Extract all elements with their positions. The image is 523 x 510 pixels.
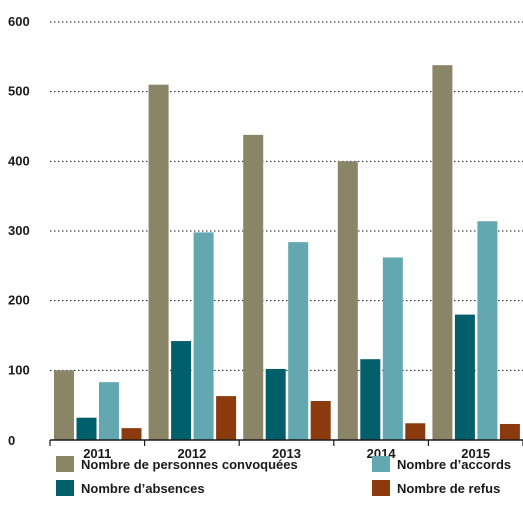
bar [148,84,169,440]
bar [405,423,426,440]
bar [477,221,498,440]
legend-label: Nombre de refus [397,481,500,496]
legend-swatch [56,456,74,472]
bar [382,257,403,440]
bar [337,161,358,441]
bar [243,134,264,441]
bar [310,400,331,440]
bar [216,396,237,440]
bar [99,382,119,440]
gridlines [50,21,523,371]
x-axis [49,439,523,446]
y-axis-ticks: 0 100 200 300 400 500 600 [8,14,30,448]
legend-swatch [372,456,390,472]
bars [54,65,520,441]
bar [360,359,381,440]
bar [193,232,214,440]
x-tick-label: 2012 [177,446,206,461]
bar [54,370,74,440]
legend-swatch [372,480,390,496]
legend-label: Nombre de personnes convoquées [81,457,298,472]
bar [288,242,309,440]
y-tick-label: 100 [8,362,30,377]
y-tick-label: 200 [8,293,30,308]
legend-label: Nombre d’absences [81,481,205,496]
bar [265,368,286,440]
y-tick-label: 400 [8,153,30,168]
bar [499,423,520,440]
bar [432,65,453,441]
bar [454,314,475,440]
y-tick-label: 600 [8,14,30,29]
bar [171,341,192,440]
legend-label: Nombre d’accords [397,457,511,472]
x-tick-label: 2011 [83,446,111,461]
x-axis-ticks: 2011 2012 2013 2014 2015 [83,446,490,461]
y-tick-label: 500 [8,84,30,99]
x-tick-label: 2015 [461,446,490,461]
legend-swatch [56,480,74,496]
bar [121,428,142,440]
y-tick-label: 0 [8,433,15,448]
legend: Nombre de personnes convoquées Nombre d’a… [56,456,511,496]
x-tick-label: 2013 [272,446,301,461]
bar [76,417,97,440]
y-tick-label: 300 [8,223,30,238]
